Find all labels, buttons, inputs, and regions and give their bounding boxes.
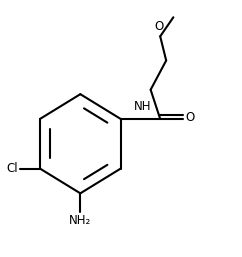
Text: O: O: [154, 20, 164, 33]
Text: NH: NH: [134, 100, 151, 113]
Text: Cl: Cl: [7, 162, 18, 175]
Text: NH₂: NH₂: [69, 214, 91, 227]
Text: O: O: [185, 111, 195, 124]
